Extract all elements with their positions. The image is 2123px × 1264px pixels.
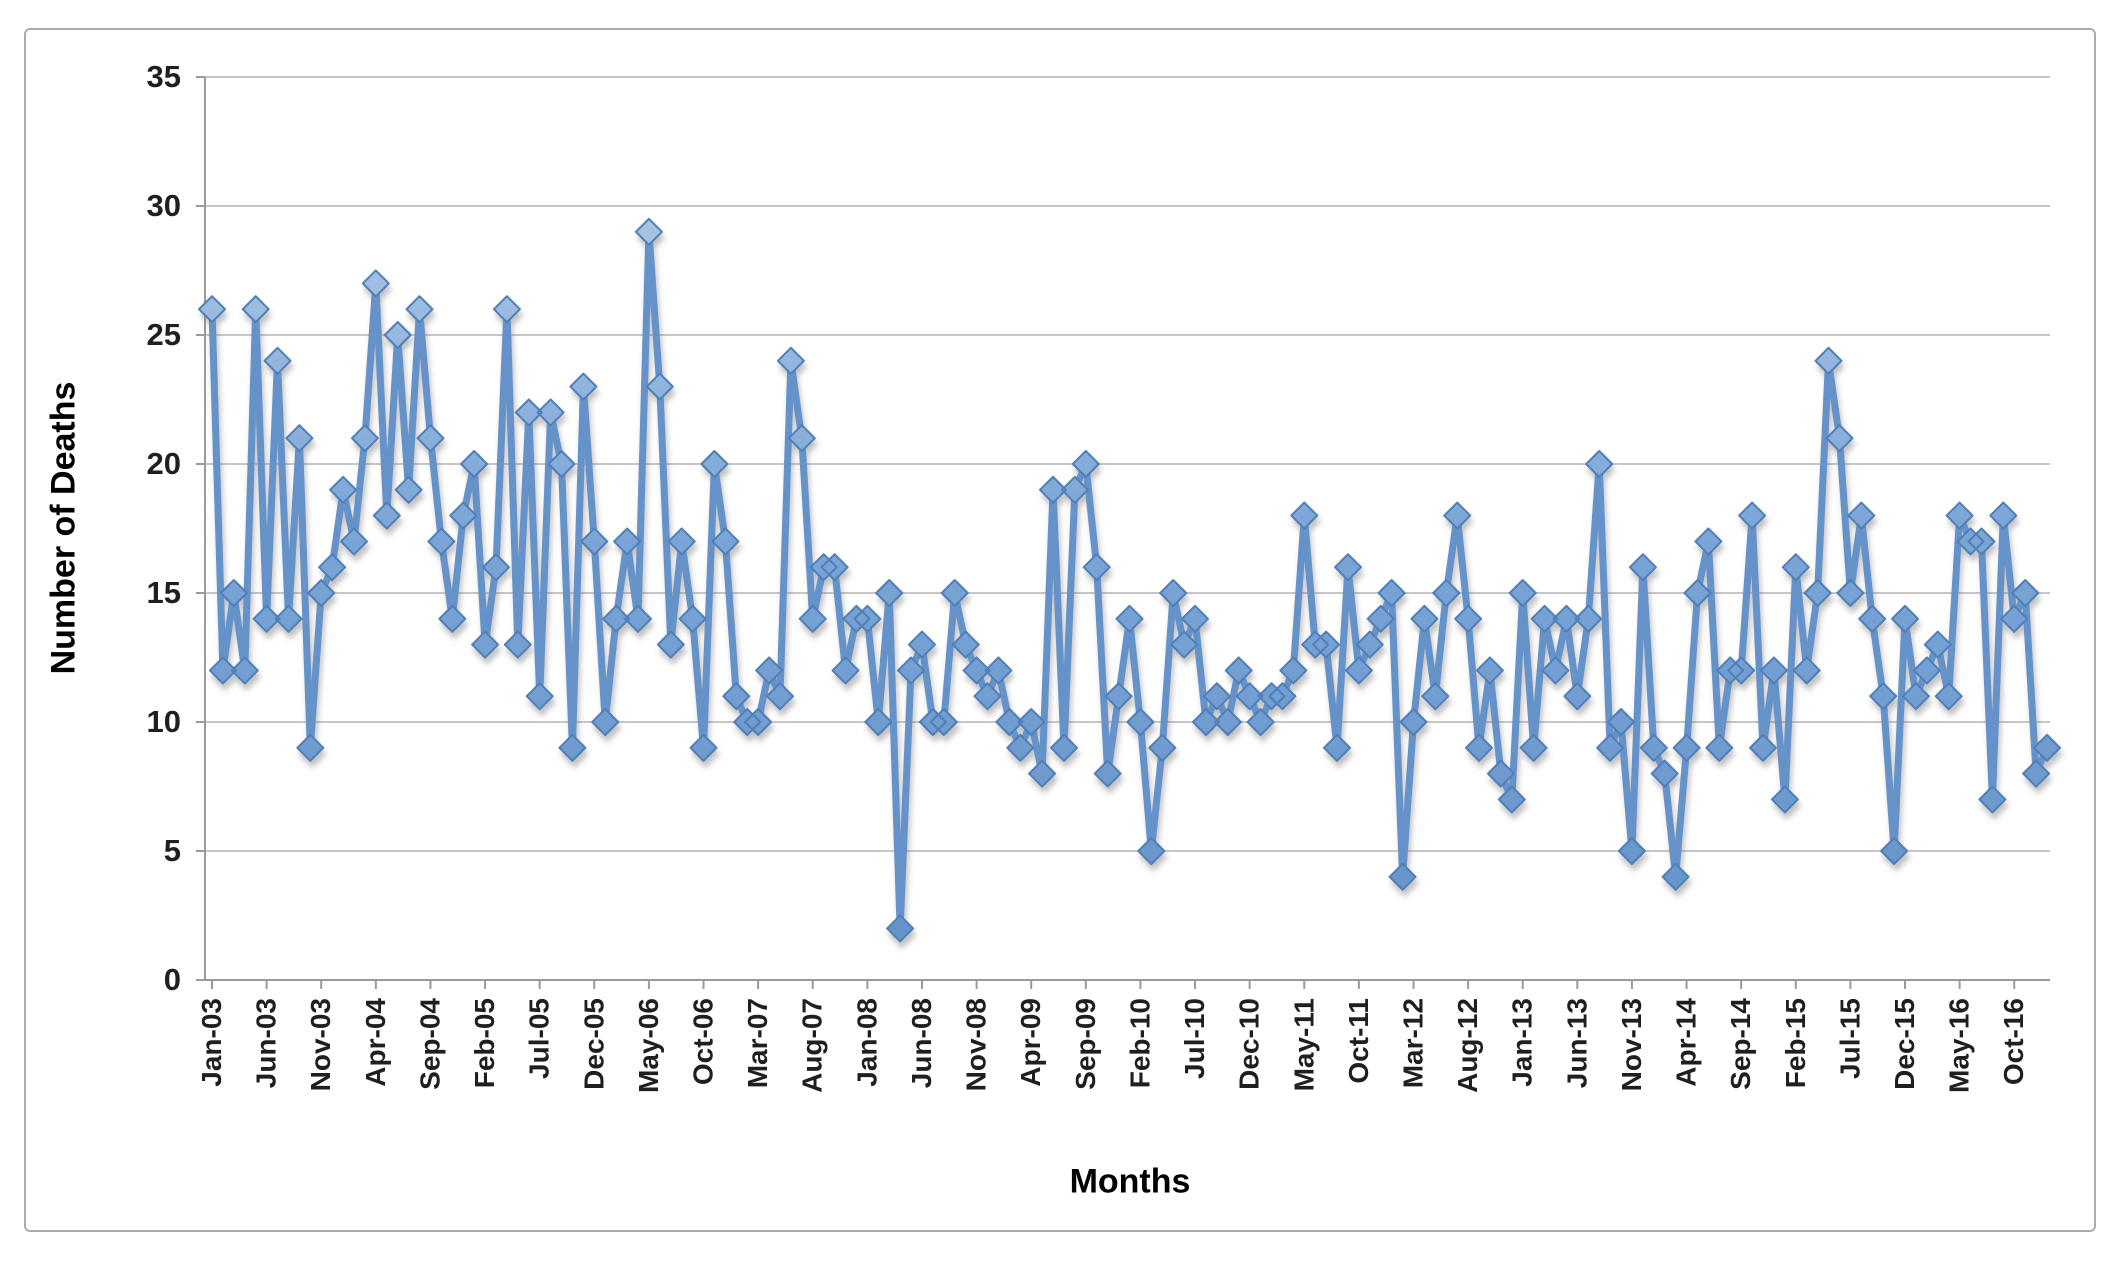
x-tick-label: Jan-08: [851, 998, 882, 1087]
x-tick-label: Oct-11: [1343, 998, 1374, 1084]
x-tick-label: Apr-09: [1015, 998, 1046, 1087]
x-tick-label: Feb-10: [1124, 998, 1155, 1088]
x-tick-label: Dec-05: [578, 998, 609, 1090]
y-tick-label: 25: [147, 317, 181, 352]
x-tick-label: Jul-15: [1834, 998, 1865, 1079]
x-tick-label: Jun-03: [251, 998, 282, 1088]
x-tick-label: Apr-14: [1671, 998, 1702, 1087]
x-tick-label: May-16: [1944, 998, 1975, 1093]
x-tick-label: Aug-12: [1452, 998, 1483, 1093]
x-tick-label: Mar-12: [1397, 998, 1428, 1088]
x-tick-label: Nov-03: [305, 998, 336, 1091]
x-tick-label: Feb-15: [1780, 998, 1811, 1088]
x-tick-label: Jul-05: [524, 998, 555, 1079]
y-tick-label: 5: [164, 833, 181, 868]
y-tick-label: 35: [147, 59, 181, 94]
x-tick-label: Dec-10: [1234, 998, 1265, 1090]
x-tick-label: May-06: [633, 998, 664, 1093]
x-tick-label: May-11: [1288, 998, 1319, 1091]
x-tick-label: Dec-15: [1889, 998, 1920, 1090]
y-tick-label: 15: [147, 575, 181, 610]
x-tick-label: Jul-10: [1179, 998, 1210, 1079]
series-markers: [198, 217, 2061, 943]
series-line-group: [198, 217, 2061, 943]
x-tick-label: Sep-14: [1725, 998, 1756, 1090]
x-tick-label: Sep-04: [414, 998, 445, 1090]
x-tick-label: Mar-07: [742, 998, 773, 1088]
x-tick-label: Sep-09: [1070, 998, 1101, 1090]
x-tick-label: Oct-06: [688, 998, 719, 1085]
y-tick-label: 20: [147, 446, 181, 481]
y-axis-title: Number of Deaths: [44, 381, 83, 675]
x-tick-label: Jun-13: [1561, 998, 1592, 1088]
series-line: [208, 228, 2051, 932]
y-tick-label: 30: [147, 188, 181, 223]
x-tick-label: Jun-08: [906, 998, 937, 1088]
x-tick-label: Jan-13: [1507, 998, 1538, 1087]
x-tick-label: Oct-16: [1998, 998, 2029, 1085]
x-tick-label: Feb-05: [469, 998, 500, 1088]
x-axis-title: Months: [1069, 1162, 1191, 1201]
x-tick-label: Jan-03: [196, 998, 227, 1087]
y-tick-label: 10: [147, 704, 181, 739]
x-tick-label: Aug-07: [797, 998, 828, 1093]
y-tick-label: 0: [164, 962, 181, 997]
x-tick-label: Nov-08: [961, 998, 992, 1091]
x-tick-label: Apr-04: [360, 998, 391, 1087]
x-tick-label: Nov-13: [1616, 998, 1647, 1091]
